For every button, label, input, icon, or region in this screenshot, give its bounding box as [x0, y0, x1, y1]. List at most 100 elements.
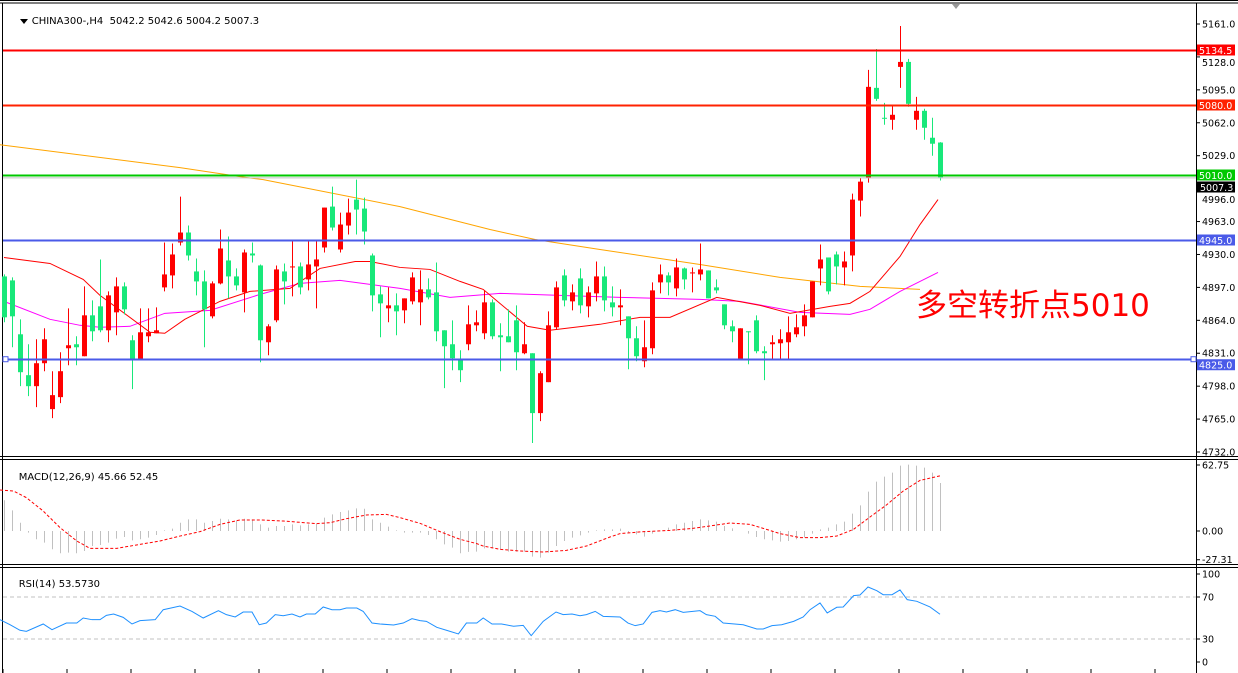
candle-body — [530, 353, 535, 414]
price-axis-label: 4930.0 — [1202, 250, 1235, 261]
candle-body — [322, 207, 327, 248]
candle — [562, 269, 567, 307]
ohlc-values: 5042.2 5042.6 5004.2 5007.3 — [109, 16, 260, 27]
candle-body — [130, 340, 135, 360]
candle-body — [346, 212, 351, 226]
price-axis-label: 4996.0 — [1202, 195, 1235, 206]
candle — [810, 281, 815, 318]
candle — [186, 225, 191, 261]
candle — [738, 328, 743, 360]
price-axis-label: 4831.0 — [1202, 349, 1235, 360]
candle-body — [98, 306, 103, 331]
candle-body — [850, 199, 855, 256]
candle-body — [666, 275, 671, 283]
level-price-label-bg — [1197, 234, 1235, 246]
candle-body — [434, 292, 439, 332]
collapse-triangle-icon[interactable] — [19, 18, 28, 24]
candle — [314, 239, 319, 309]
level-price-label-bg — [1197, 99, 1235, 111]
candle — [618, 289, 623, 326]
candle-body — [274, 269, 279, 321]
level-price-label: 5010.0 — [1199, 171, 1232, 182]
candle-body — [394, 305, 399, 312]
rsi-header: RSI(14) 53.5730 — [6, 568, 100, 601]
candle-body — [858, 181, 863, 201]
macd-signal-line — [0, 475, 941, 553]
candle-body — [682, 268, 687, 280]
candle — [26, 344, 31, 397]
price-axis-label: 4798.0 — [1202, 382, 1235, 393]
candle — [242, 249, 247, 313]
current-price-label-bg — [1197, 181, 1235, 193]
candle — [666, 272, 671, 296]
candle — [570, 284, 575, 311]
candle — [194, 258, 199, 296]
candle — [658, 264, 663, 294]
candle-body — [570, 292, 575, 302]
candle-body — [730, 326, 735, 332]
candle — [786, 316, 791, 360]
candle-body — [234, 276, 239, 286]
candle-body — [442, 330, 447, 347]
candle-body — [122, 286, 127, 310]
candle — [258, 264, 263, 363]
candle — [506, 309, 511, 343]
candle — [874, 48, 879, 101]
price-axis-label: 4963.0 — [1202, 217, 1235, 228]
candle-body — [658, 274, 663, 283]
candle — [90, 300, 95, 342]
candle-body — [426, 289, 431, 298]
candle-body — [10, 280, 15, 317]
candle — [714, 279, 719, 294]
candle-body — [786, 332, 791, 343]
candle-body — [554, 287, 559, 328]
candle — [458, 350, 463, 383]
candle-body — [562, 275, 567, 301]
candle — [98, 259, 103, 333]
candle — [282, 263, 287, 305]
candle — [530, 353, 535, 444]
rsi-axis-label: 100 — [1202, 570, 1220, 581]
candle — [826, 257, 831, 295]
level-price-label: 5134.5 — [1199, 46, 1232, 57]
candle-body — [722, 304, 727, 326]
candle-body — [290, 266, 295, 268]
candle-body — [938, 142, 943, 178]
current-price-label: 5007.3 — [1200, 183, 1233, 194]
candle — [650, 282, 655, 355]
candle-body — [154, 330, 159, 334]
candle — [770, 335, 775, 360]
candle — [586, 286, 591, 318]
candle-body — [106, 295, 111, 331]
price-axis-label: 5128.0 — [1202, 58, 1235, 69]
candle-body — [194, 271, 199, 282]
candle — [266, 324, 271, 356]
macd-axis-label: 62.75 — [1202, 460, 1229, 471]
candle — [778, 329, 783, 360]
candle — [18, 319, 23, 387]
candle — [890, 105, 895, 130]
candle — [42, 328, 47, 372]
candle — [210, 281, 215, 319]
candle-body — [866, 86, 871, 178]
candle-body — [218, 248, 223, 284]
candle — [234, 268, 239, 291]
candle-body — [874, 87, 879, 99]
candle — [938, 142, 943, 181]
candle-body — [674, 267, 679, 289]
level-price-label: 5080.0 — [1199, 101, 1232, 112]
candle-body — [770, 342, 775, 345]
candle-body — [362, 208, 367, 232]
candle-body — [378, 294, 383, 304]
candle — [682, 267, 687, 290]
candle-body — [522, 344, 527, 354]
candle — [130, 335, 135, 390]
candle-body — [506, 336, 511, 343]
candle — [330, 186, 335, 231]
candle-body — [586, 292, 591, 307]
level-handle-icon — [1190, 356, 1197, 363]
chart-annotation-text[interactable]: 多空转折点5010 — [916, 288, 1150, 324]
rsi-line — [0, 586, 941, 637]
